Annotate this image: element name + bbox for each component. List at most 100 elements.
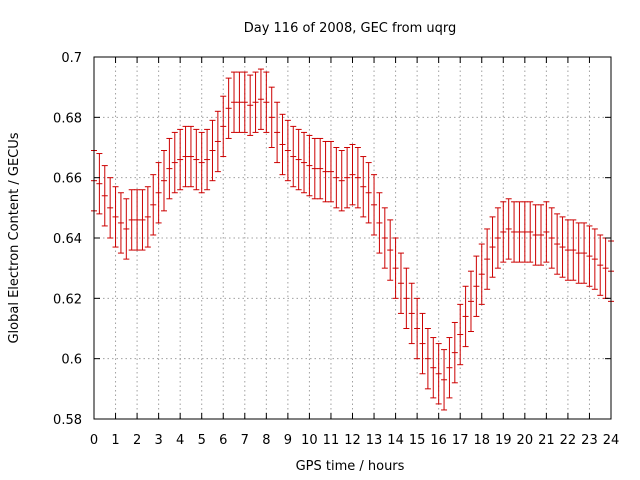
data-point — [311, 137, 318, 200]
data-point — [505, 198, 512, 260]
data-point — [559, 216, 566, 278]
data-point — [586, 225, 593, 287]
data-point — [101, 165, 108, 227]
y-axis-label: Global Electron Content / GECUs — [7, 132, 22, 343]
x-tick-label: 1 — [111, 433, 119, 448]
x-tick-label: 3 — [154, 433, 162, 448]
data-point — [112, 186, 119, 248]
y-tick-label: 0.66 — [53, 172, 82, 187]
error-bars — [91, 68, 614, 411]
x-tick-label: 8 — [262, 433, 270, 448]
data-point — [241, 71, 248, 133]
x-tick-label: 15 — [409, 433, 426, 448]
data-point — [134, 189, 141, 251]
data-point — [570, 219, 577, 281]
chart-title: Day 116 of 2008, GEC from uqrg — [244, 21, 457, 36]
data-point — [446, 337, 453, 399]
data-point — [274, 101, 281, 164]
x-tick-label: 7 — [241, 433, 249, 448]
data-point — [494, 207, 501, 269]
x-tick-label: 9 — [284, 433, 292, 448]
data-point — [424, 328, 431, 390]
data-point — [500, 201, 507, 263]
data-point — [392, 237, 399, 299]
y-tick-label: 0.6 — [61, 353, 82, 368]
data-point — [198, 131, 205, 194]
x-tick-label: 2 — [133, 433, 141, 448]
data-point — [128, 189, 135, 251]
data-point — [317, 137, 324, 200]
x-tick-label: 18 — [473, 433, 490, 448]
x-tick-label: 23 — [581, 433, 598, 448]
data-point — [397, 252, 404, 314]
data-point — [467, 270, 474, 333]
x-tick-label: 14 — [387, 433, 404, 448]
x-tick-labels: 0 1 2 3 4 5 6 7 8 9 10 11 12 13 14 15 16 17 18 19 20 21 22 23 24 — [90, 433, 619, 448]
data-point — [602, 237, 609, 299]
data-point — [478, 243, 485, 305]
data-point — [419, 312, 426, 375]
x-tick-label: 16 — [430, 433, 447, 448]
x-tick-label: 12 — [344, 433, 361, 448]
data-point — [263, 71, 270, 133]
y-tick-label: 0.58 — [53, 413, 82, 428]
data-point — [295, 128, 302, 191]
data-point — [177, 128, 184, 191]
x-tick-label: 22 — [560, 433, 577, 448]
data-point — [338, 150, 345, 212]
data-point — [322, 140, 329, 203]
data-point — [430, 337, 437, 399]
x-axis-label: GPS time / hours — [296, 459, 405, 474]
data-point — [387, 219, 394, 281]
data-point — [441, 349, 448, 411]
data-point — [532, 204, 539, 266]
data-point — [473, 255, 480, 317]
x-tick-label: 20 — [517, 433, 534, 448]
y-tick-label: 0.68 — [53, 111, 82, 126]
data-point — [327, 140, 334, 203]
data-point — [96, 153, 103, 215]
data-point — [521, 201, 528, 263]
x-tick-label: 4 — [176, 433, 184, 448]
data-point — [166, 137, 173, 200]
data-point — [257, 68, 264, 130]
y-tick-label: 0.7 — [61, 51, 82, 66]
data-point — [548, 207, 555, 269]
data-point — [537, 204, 544, 266]
data-point — [516, 201, 523, 263]
data-point — [231, 71, 238, 133]
data-point — [107, 177, 114, 239]
data-point — [344, 147, 351, 209]
data-point — [554, 213, 561, 275]
data-point — [597, 234, 604, 296]
data-point — [484, 228, 491, 290]
data-point — [247, 74, 254, 136]
data-point — [527, 201, 534, 263]
x-tick-label: 5 — [198, 433, 206, 448]
data-point — [451, 321, 458, 384]
data-point — [581, 222, 588, 284]
data-point — [144, 186, 151, 248]
data-point — [139, 189, 146, 251]
data-point — [117, 192, 124, 254]
data-point — [193, 128, 200, 191]
data-point — [284, 119, 291, 182]
data-point — [543, 201, 550, 263]
data-point — [171, 131, 178, 194]
data-point — [360, 156, 367, 218]
data-point — [290, 125, 297, 188]
data-point — [155, 162, 162, 224]
data-point — [408, 282, 415, 345]
x-tick-label: 17 — [452, 433, 469, 448]
data-point — [306, 134, 313, 197]
data-point — [414, 297, 421, 360]
data-point — [591, 228, 598, 290]
data-point — [371, 174, 378, 236]
data-point — [349, 143, 356, 206]
data-point — [489, 216, 496, 278]
data-point — [182, 125, 189, 188]
y-tick-labels: 0.58 0.6 0.62 0.64 0.66 0.68 0.7 — [53, 51, 82, 428]
y-tick-label: 0.64 — [53, 232, 82, 247]
data-point — [381, 207, 388, 269]
